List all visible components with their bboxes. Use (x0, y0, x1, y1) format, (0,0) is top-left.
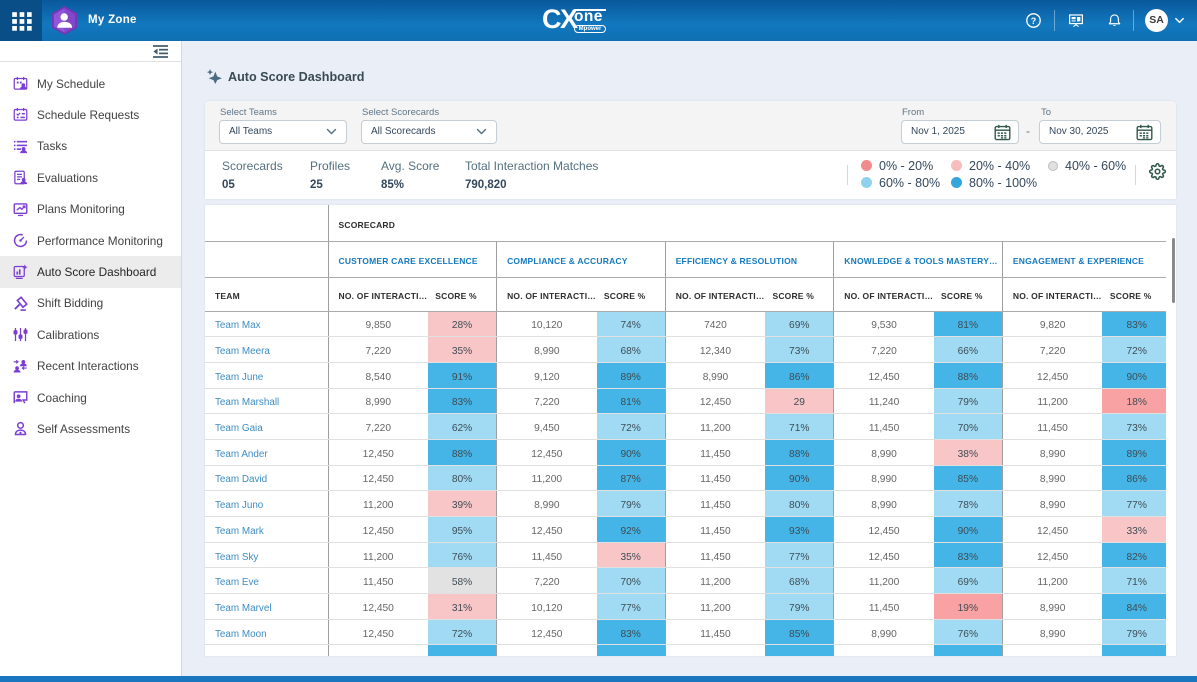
svg-text:?: ? (1031, 16, 1037, 26)
